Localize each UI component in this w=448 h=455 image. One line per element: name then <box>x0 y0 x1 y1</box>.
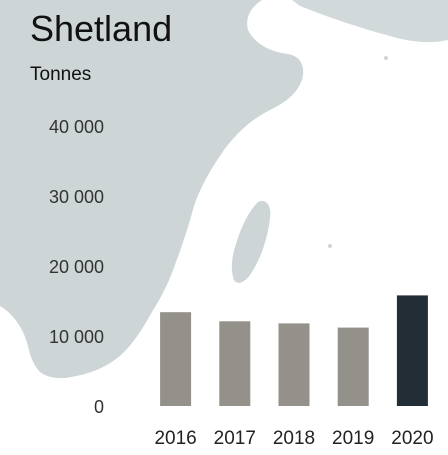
map-island-3 <box>328 244 332 248</box>
y-tick-label: 40 000 <box>49 117 104 137</box>
x-tick-label: 2016 <box>154 428 196 449</box>
y-axis-ticks: 0 10 000 20 000 30 000 40 000 <box>49 117 104 417</box>
chart-title: Shetland <box>30 8 173 49</box>
x-tick-label: 2019 <box>332 428 374 449</box>
x-tick-label: 2020 <box>391 428 433 449</box>
map-land-africa <box>0 0 304 379</box>
bar-2016 <box>160 312 192 406</box>
map-land-arabia <box>292 0 448 43</box>
y-tick-label: 10 000 <box>49 327 104 347</box>
map-island-2 <box>384 56 388 60</box>
bar-2019 <box>337 327 369 406</box>
y-tick-label: 20 000 <box>49 257 104 277</box>
bar-2018 <box>278 323 310 406</box>
x-tick-label: 2018 <box>273 428 315 449</box>
y-axis-unit-label: Tonnes <box>30 64 92 85</box>
map-land-madagascar <box>231 200 271 283</box>
y-tick-label: 0 <box>94 397 104 417</box>
bars <box>160 295 428 406</box>
bar-2017 <box>219 321 251 406</box>
map-island-1 <box>147 125 153 131</box>
x-tick-label: 2017 <box>214 428 256 449</box>
x-axis-labels: 2016 2017 2018 2019 2020 <box>154 428 433 449</box>
y-tick-label: 30 000 <box>49 187 104 207</box>
bar-2020 <box>396 295 428 406</box>
